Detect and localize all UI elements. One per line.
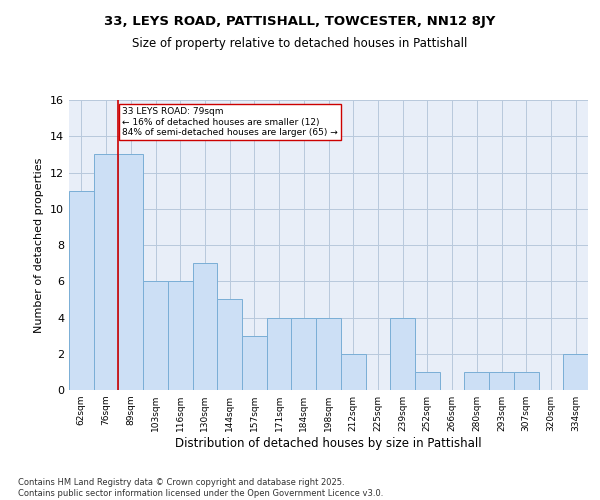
- Bar: [316, 318, 341, 390]
- Bar: [292, 318, 316, 390]
- Bar: [143, 281, 168, 390]
- Text: 33 LEYS ROAD: 79sqm
← 16% of detached houses are smaller (12)
84% of semi-detach: 33 LEYS ROAD: 79sqm ← 16% of detached ho…: [122, 108, 338, 137]
- Bar: [118, 154, 143, 390]
- Bar: [94, 154, 118, 390]
- Y-axis label: Number of detached properties: Number of detached properties: [34, 158, 44, 332]
- Bar: [563, 354, 588, 390]
- Bar: [69, 190, 94, 390]
- Bar: [415, 372, 440, 390]
- Bar: [193, 263, 217, 390]
- Bar: [242, 336, 267, 390]
- Bar: [341, 354, 365, 390]
- Bar: [489, 372, 514, 390]
- Bar: [464, 372, 489, 390]
- Bar: [267, 318, 292, 390]
- X-axis label: Distribution of detached houses by size in Pattishall: Distribution of detached houses by size …: [175, 437, 482, 450]
- Text: Contains HM Land Registry data © Crown copyright and database right 2025.
Contai: Contains HM Land Registry data © Crown c…: [18, 478, 383, 498]
- Bar: [168, 281, 193, 390]
- Text: 33, LEYS ROAD, PATTISHALL, TOWCESTER, NN12 8JY: 33, LEYS ROAD, PATTISHALL, TOWCESTER, NN…: [104, 15, 496, 28]
- Text: Size of property relative to detached houses in Pattishall: Size of property relative to detached ho…: [133, 38, 467, 51]
- Bar: [217, 300, 242, 390]
- Bar: [514, 372, 539, 390]
- Bar: [390, 318, 415, 390]
